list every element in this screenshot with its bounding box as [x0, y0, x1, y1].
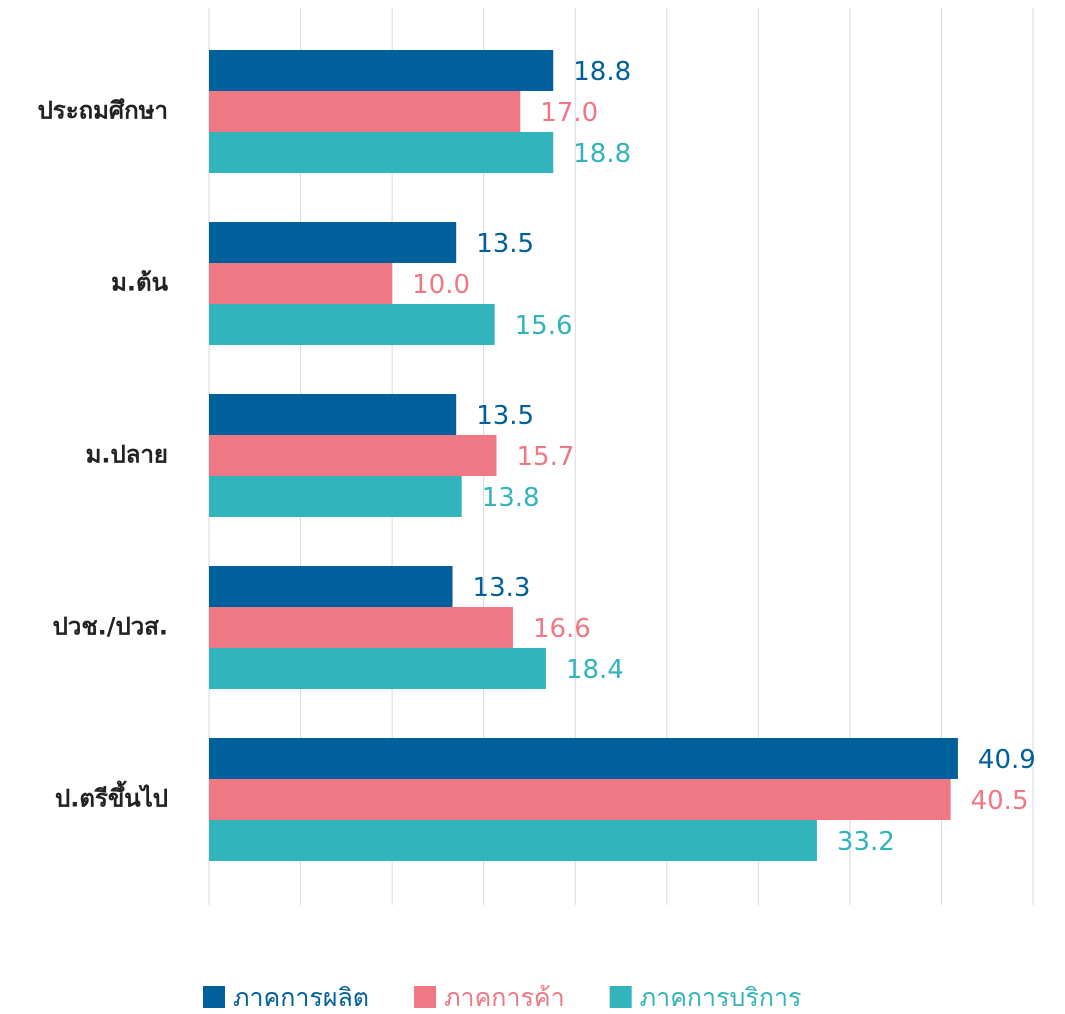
- bar: [209, 435, 497, 476]
- bar: [209, 394, 457, 435]
- legend-swatch: [203, 986, 225, 1008]
- value-label: 18.8: [573, 57, 631, 87]
- legend-label: ภาคการค้า: [444, 983, 565, 1012]
- legend-label: ภาคการผลิต: [233, 983, 369, 1012]
- value-label: 18.4: [566, 655, 624, 685]
- value-label: 16.6: [533, 614, 591, 644]
- value-label: 15.7: [516, 442, 574, 472]
- bar: [209, 820, 817, 861]
- bar: [209, 476, 462, 517]
- bar: [209, 91, 521, 132]
- value-label: 33.2: [837, 827, 895, 857]
- bar: [209, 566, 453, 607]
- y-tick-label: ประถมศึกษา: [38, 97, 168, 125]
- bar: [209, 132, 554, 173]
- bar: [209, 779, 951, 820]
- value-label: 13.5: [476, 401, 534, 431]
- legend-label: ภาคการบริการ: [640, 983, 802, 1012]
- value-label: 17.0: [540, 98, 598, 128]
- value-label: 13.5: [476, 229, 534, 259]
- value-label: 15.6: [515, 311, 573, 341]
- y-tick-label: ม.ต้น: [111, 269, 169, 297]
- bar: [209, 648, 546, 689]
- value-label: 10.0: [412, 270, 470, 300]
- bar: [209, 304, 495, 345]
- bar: [209, 738, 958, 779]
- y-tick-label: ป.ตรีขึ้นไป: [55, 780, 168, 813]
- bar: [209, 50, 554, 91]
- value-label: 18.8: [573, 139, 631, 169]
- legend-swatch: [609, 986, 632, 1008]
- value-label: 40.5: [971, 786, 1029, 816]
- legend-swatch: [414, 986, 437, 1008]
- bar: [209, 222, 457, 263]
- value-label: 13.3: [473, 573, 531, 603]
- bar: [209, 607, 513, 648]
- y-tick-label: ปวช./ปวส.: [53, 613, 168, 641]
- bar: [209, 263, 393, 304]
- y-tick-label: ม.ปลาย: [86, 441, 168, 469]
- value-label: 13.8: [482, 483, 540, 513]
- value-label: 40.9: [978, 745, 1036, 775]
